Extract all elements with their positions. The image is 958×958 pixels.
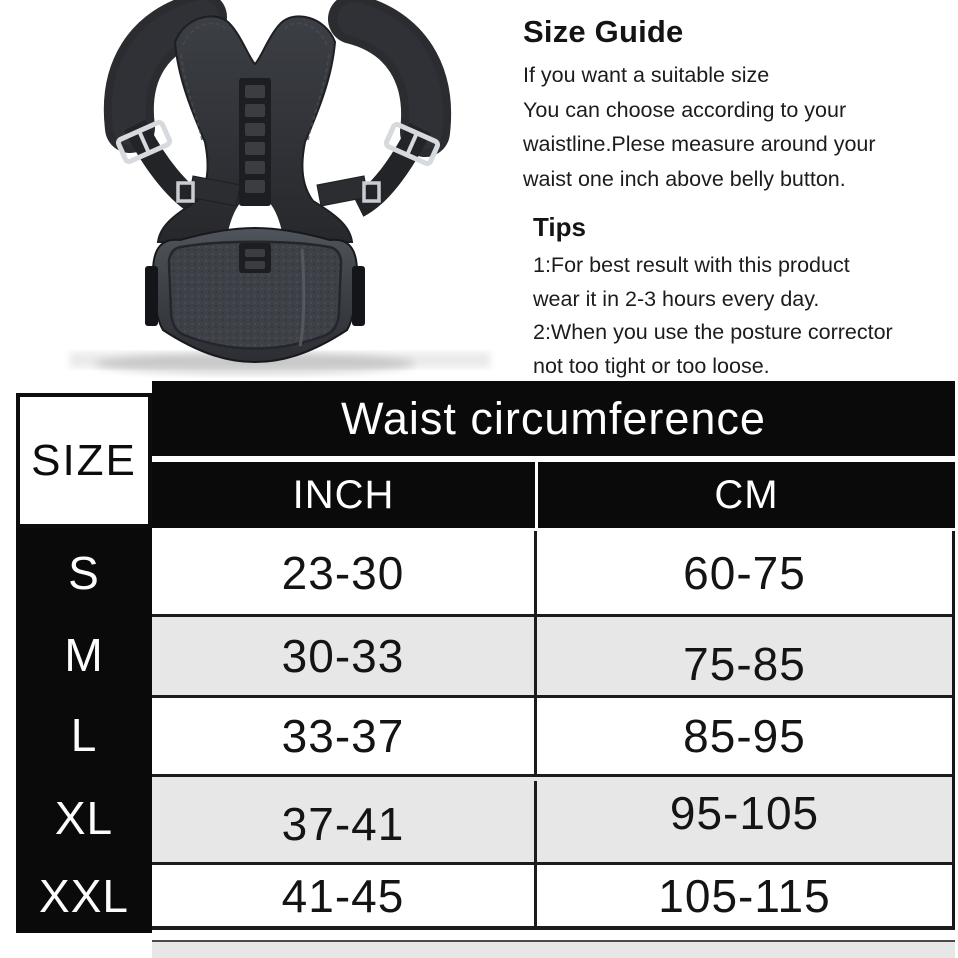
- table-bottom-partial-row: [152, 940, 955, 958]
- left-side-tab: [145, 266, 158, 326]
- left-shoulder-strap: [103, 0, 227, 153]
- table-row-xxl: 41-45 105-115: [152, 862, 955, 930]
- size-corner-header: SIZE: [16, 393, 152, 528]
- table-row-l: 33-37 85-95: [152, 695, 955, 774]
- product-image-posture-corrector: [70, 0, 490, 375]
- size-label-xxl: XXL: [39, 870, 129, 922]
- left-buckle-icon: [115, 120, 173, 164]
- tips-line: 2:When you use the posture corrector: [533, 320, 893, 344]
- cm-cell: 85-95: [683, 710, 806, 762]
- inch-cell: 37-41: [152, 781, 537, 866]
- size-guide-text: If you want a suitable size You can choo…: [523, 58, 943, 196]
- right-ring-icon: [362, 181, 381, 203]
- size-guide-line: waistline.Plese measure around your: [523, 132, 876, 156]
- waist-circumference-header: Waist circumference: [152, 381, 955, 456]
- size-guide-line: You can choose according to your: [523, 97, 847, 122]
- size-guide-line: waist one inch above belly button.: [523, 166, 846, 191]
- cm-cell: 60-75: [683, 546, 806, 599]
- size-column: S M L XL XXL: [16, 528, 152, 933]
- right-shoulder-strap: [328, 0, 452, 157]
- inch-column-header: INCH: [152, 462, 535, 528]
- size-guide-title: Size Guide: [523, 14, 684, 49]
- inch-cell: 30-33: [152, 617, 537, 695]
- size-label-m: M: [64, 628, 104, 681]
- cm-cell: 75-85: [683, 638, 806, 690]
- cm-cell: 95-105: [669, 786, 820, 839]
- tips-section: Tips 1:For best result with this product…: [533, 212, 953, 378]
- belt-velcro-panel: [167, 240, 343, 350]
- size-guide-line: If you want a suitable size: [523, 63, 770, 87]
- size-table: SIZE Waist circumference INCH CM S M L X…: [0, 378, 958, 958]
- inch-cell: 23-30: [152, 531, 537, 614]
- right-wing-tab: [316, 175, 369, 207]
- cm-cell: 105-115: [658, 869, 831, 922]
- tips-text: 1:For best result with this product wear…: [533, 249, 953, 383]
- size-label-s: S: [68, 546, 100, 599]
- cm-column-header: CM: [538, 462, 955, 528]
- right-side-tab: [352, 266, 365, 326]
- tips-line: not too tight or too loose.: [533, 353, 770, 378]
- size-label-xl: XL: [54, 792, 114, 844]
- table-row-xl: 37-41 95-105: [152, 774, 955, 866]
- left-wing-tab: [188, 175, 241, 207]
- tips-line: 1:For best result with this product: [533, 253, 850, 277]
- right-buckle-icon: [383, 122, 441, 166]
- belt-flap-seam: [298, 248, 306, 347]
- size-guide-section: Size Guide If you want a suitable size Y…: [523, 14, 943, 191]
- table-row-s: 23-30 60-75: [152, 531, 955, 614]
- table-row-m: 30-33 75-85: [152, 614, 955, 695]
- tips-title: Tips: [533, 212, 586, 242]
- left-ring-icon: [176, 181, 195, 203]
- inch-cell: 41-45: [152, 865, 537, 926]
- tips-line: wear it in 2-3 hours every day.: [533, 286, 820, 311]
- size-label-l: L: [70, 708, 98, 761]
- inch-cell: 33-37: [152, 698, 537, 774]
